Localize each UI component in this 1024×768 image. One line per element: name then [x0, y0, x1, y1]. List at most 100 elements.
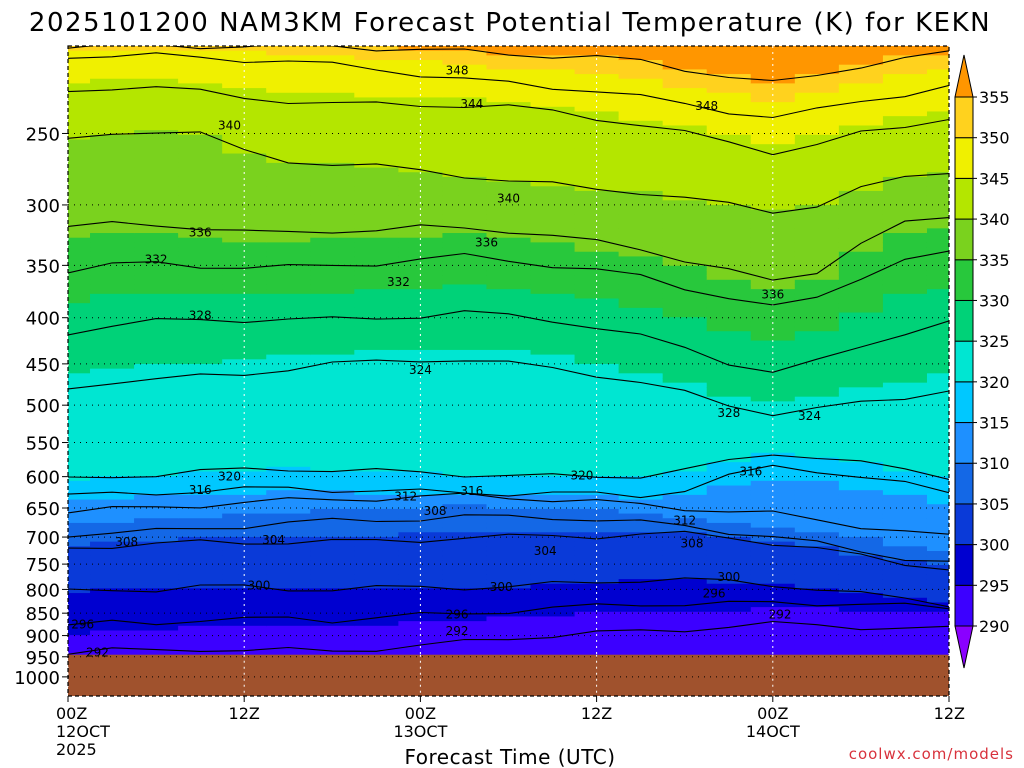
- fill-cell: [530, 597, 576, 604]
- fill-cell: [838, 233, 884, 239]
- fill-cell: [266, 190, 311, 197]
- fill-cell: [486, 74, 532, 80]
- fill-cell: [266, 621, 311, 627]
- fill-cell: [442, 569, 488, 575]
- fill-cell: [134, 97, 179, 103]
- fill-cell: [794, 116, 840, 122]
- fill-cell: [838, 527, 884, 533]
- fill-cell: [706, 345, 752, 351]
- fill-cell: [618, 195, 664, 201]
- fill-cell: [530, 616, 576, 622]
- fill-cell: [68, 74, 91, 80]
- fill-cell: [530, 69, 576, 75]
- fill-cell: [222, 565, 267, 571]
- fill-cell: [222, 401, 267, 407]
- fill-cell: [618, 251, 664, 258]
- fill-cell: [266, 359, 311, 365]
- fill-cell: [68, 130, 91, 136]
- fill-cell: [310, 349, 355, 356]
- fill-cell: [310, 550, 355, 557]
- fill-cell: [310, 97, 355, 103]
- fill-cell: [618, 611, 664, 618]
- fill-cell: [442, 359, 488, 365]
- fill-cell: [68, 331, 91, 337]
- fill-cell: [662, 401, 708, 407]
- fill-cell: [530, 569, 576, 575]
- fill-cell: [530, 368, 576, 374]
- fill-cell: [926, 186, 949, 192]
- fill-cell: [266, 242, 311, 248]
- fill-cell: [68, 317, 91, 323]
- fill-cell: [530, 466, 576, 473]
- fill-cell: [530, 326, 576, 332]
- fill-cell: [794, 340, 840, 346]
- fill-cell: [134, 359, 179, 365]
- fill-cell: [618, 158, 664, 164]
- fill-cell: [838, 55, 884, 61]
- colorbar-swatch: [954, 177, 974, 220]
- fill-cell: [750, 111, 796, 117]
- fill-cell: [90, 144, 135, 150]
- fill-cell: [794, 434, 840, 440]
- fill-cell: [882, 420, 928, 426]
- contour-label: 336: [475, 235, 498, 249]
- fill-cell: [618, 223, 664, 229]
- fill-cell: [794, 88, 840, 94]
- fill-cell: [618, 270, 664, 276]
- fill-cell: [442, 410, 488, 416]
- fill-cell: [68, 46, 91, 52]
- fill-cell: [222, 289, 267, 295]
- fill-cell: [398, 438, 444, 445]
- fill-cell: [882, 480, 928, 487]
- fill-cell: [794, 69, 840, 75]
- fill-cell: [618, 429, 664, 435]
- fill-cell: [530, 401, 576, 407]
- fill-cell: [882, 607, 928, 613]
- fill-cell: [354, 349, 399, 356]
- contour-label: 304: [262, 533, 285, 547]
- fill-cell: [750, 555, 796, 561]
- fill-cell: [310, 130, 355, 136]
- fill-cell: [310, 429, 355, 435]
- fill-cell: [68, 466, 91, 473]
- fill-cell: [618, 649, 664, 655]
- fill-cell: [926, 326, 949, 332]
- fill-cell: [134, 429, 179, 435]
- contour-label: 348: [695, 99, 718, 113]
- fill-cell: [354, 321, 399, 328]
- fill-cell: [222, 204, 267, 211]
- fill-cell: [794, 471, 840, 477]
- fill-cell: [90, 88, 135, 94]
- fill-cell: [794, 64, 840, 70]
- fill-cell: [134, 639, 179, 646]
- fill-cell: [266, 303, 311, 309]
- fill-cell: [90, 387, 135, 393]
- fill-cell: [926, 153, 949, 159]
- fill-cell: [838, 508, 884, 515]
- fill-cell: [838, 625, 884, 632]
- fill-cell: [134, 532, 179, 538]
- fill-cell: [310, 644, 355, 650]
- fill-cell: [574, 106, 620, 113]
- fill-cell: [178, 148, 223, 155]
- fill-cell: [68, 443, 91, 449]
- fill-cell: [794, 593, 840, 599]
- contour-label: 316: [460, 484, 483, 498]
- fill-cell: [222, 448, 267, 454]
- fill-cell: [882, 406, 928, 412]
- fill-cell: [926, 649, 949, 655]
- fill-cell: [134, 261, 179, 267]
- fill-cell: [618, 518, 664, 524]
- colorbar-swatch: [954, 137, 974, 179]
- fill-cell: [178, 247, 223, 253]
- fill-cell: [662, 331, 708, 337]
- fill-cell: [838, 134, 884, 141]
- fill-cell: [310, 471, 355, 477]
- fill-cell: [618, 695, 664, 696]
- fill-cell: [178, 204, 223, 211]
- fill-cell: [134, 148, 179, 155]
- fill-cell: [530, 242, 576, 248]
- fill-cell: [310, 382, 355, 388]
- fill-cell: [442, 204, 488, 211]
- fill-cell: [706, 541, 752, 547]
